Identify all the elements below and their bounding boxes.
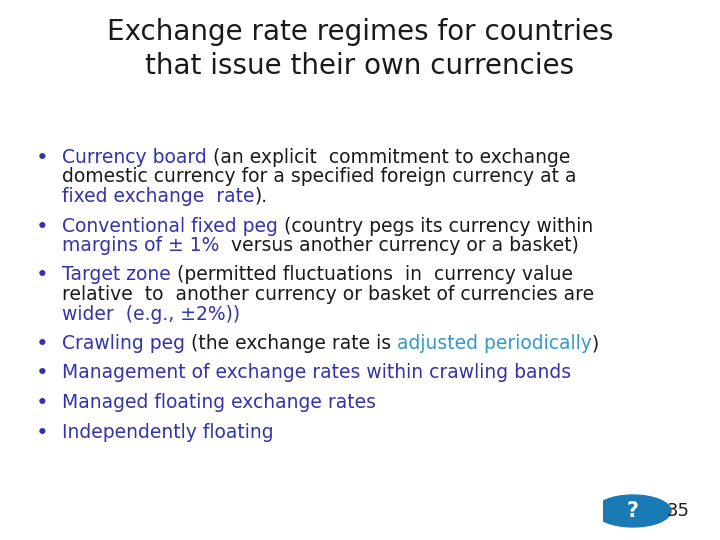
Text: •: • <box>35 422 48 442</box>
Text: •: • <box>35 148 48 168</box>
Text: ): ) <box>592 334 599 353</box>
Text: •: • <box>35 393 48 413</box>
Text: adjusted periodically: adjusted periodically <box>397 334 592 353</box>
Text: •: • <box>35 334 48 354</box>
Text: (permitted fluctuations  in  currency value: (permitted fluctuations in currency valu… <box>171 266 572 285</box>
Text: 35: 35 <box>667 502 690 520</box>
Text: Crawling peg: Crawling peg <box>62 334 185 353</box>
Text: versus another currency or a basket): versus another currency or a basket) <box>220 236 580 255</box>
Text: •: • <box>35 363 48 383</box>
Text: (an explicit  commitment to exchange: (an explicit commitment to exchange <box>207 148 570 167</box>
Text: (the exchange rate is: (the exchange rate is <box>185 334 397 353</box>
Text: Management of exchange rates within crawling bands: Management of exchange rates within craw… <box>62 363 571 382</box>
Text: Exchange rate regimes for countries
that issue their own currencies: Exchange rate regimes for countries that… <box>107 18 613 79</box>
Text: ).: ). <box>254 187 268 206</box>
Text: relative  to  another currency or basket of currencies are: relative to another currency or basket o… <box>62 285 594 304</box>
Text: fixed exchange  rate: fixed exchange rate <box>62 187 254 206</box>
Text: •: • <box>35 266 48 286</box>
Text: Independently floating: Independently floating <box>62 422 274 442</box>
Text: (country pegs its currency within: (country pegs its currency within <box>278 217 593 235</box>
Text: •: • <box>35 217 48 237</box>
Text: Currency board: Currency board <box>62 148 207 167</box>
Text: Managed floating exchange rates: Managed floating exchange rates <box>62 393 376 412</box>
Text: wider  (e.g., ±2%)): wider (e.g., ±2%)) <box>62 305 240 323</box>
Text: margins of ± 1%: margins of ± 1% <box>62 236 220 255</box>
Text: Target zone: Target zone <box>62 266 171 285</box>
Circle shape <box>595 495 671 527</box>
Text: ?: ? <box>627 501 639 521</box>
Text: Conventional fixed peg: Conventional fixed peg <box>62 217 278 235</box>
Text: domestic currency for a specified foreign currency at a: domestic currency for a specified foreig… <box>62 167 577 186</box>
